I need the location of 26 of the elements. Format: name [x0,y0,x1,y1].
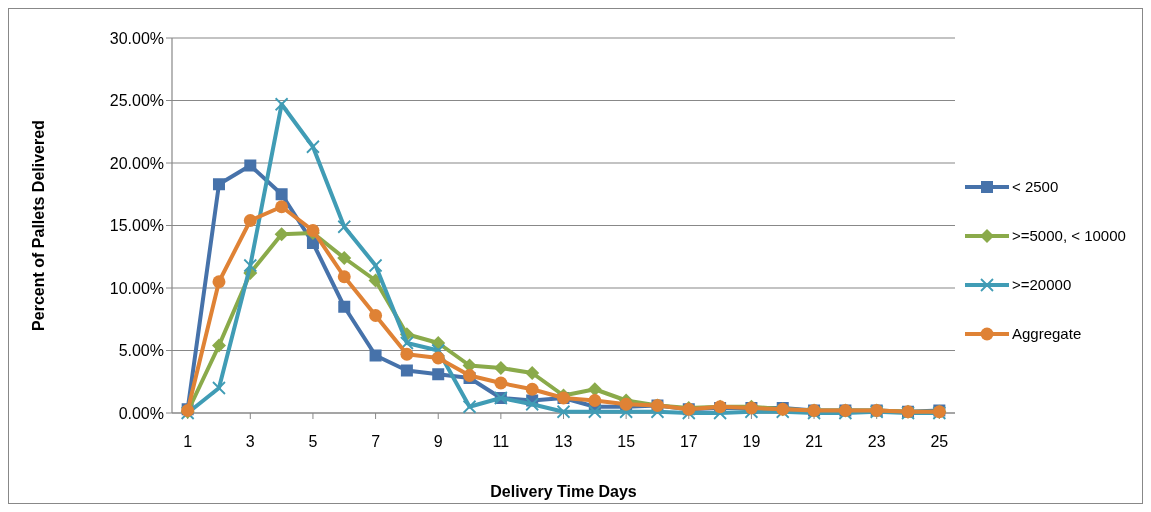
x-tick-label: 17 [679,433,698,450]
x-tick-label: 7 [371,433,381,450]
x-tick-label: 9 [433,433,443,450]
x-tick-label: 15 [617,433,636,450]
y-tick-label: 15.00% [109,217,164,235]
y-tick-label: 10.00% [109,279,164,297]
y-tick-label: 5.00% [118,342,164,360]
x-tick-label: 5 [308,433,318,450]
y-tick-label: 25.00% [109,92,164,110]
y-tick-label: 0.00% [118,404,164,422]
x-tick-label: 11 [492,433,510,450]
legend-label: < 2500 [1012,178,1059,196]
x-tick-label: 3 [245,433,255,450]
x-axis-title: Delivery Time Days [490,483,637,500]
x-tick-label: 21 [805,433,824,450]
legend-label: >=5000, < 10000 [1012,227,1126,245]
x-tick-label: 25 [930,433,949,450]
y-tick-label: 20.00% [109,154,164,172]
legend-label: Aggregate [1012,325,1082,343]
x-tick-label: 23 [867,433,886,450]
x-tick-label: 1 [183,433,193,450]
y-tick-label: 30.00% [109,29,164,47]
x-tick-label: 19 [742,433,761,450]
legend-label: >=20000 [1012,276,1072,294]
x-tick-label: 13 [554,433,573,450]
y-axis-title: Percent of Pallets Delivered [30,120,47,331]
